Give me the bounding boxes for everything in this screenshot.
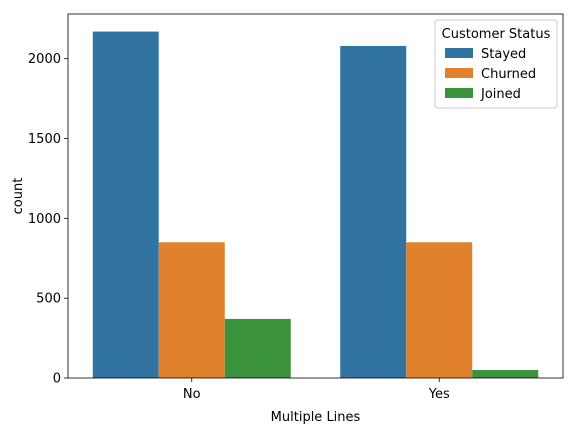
bar-churned-yes (406, 242, 473, 378)
x-tick-label-no: No (183, 387, 201, 402)
legend-swatch-joined (445, 88, 473, 98)
bars-group (92, 31, 539, 379)
legend-swatch-stayed (445, 48, 473, 58)
legend-label-stayed: Stayed (481, 47, 526, 62)
y-tick-label: 1000 (28, 212, 61, 227)
x-axis-label: Multiple Lines (271, 410, 361, 425)
y-tick-label: 2000 (28, 52, 61, 67)
legend-swatch-churned (445, 68, 473, 78)
bar-joined-yes (472, 370, 539, 378)
bar-churned-no (158, 242, 225, 378)
bar-stayed-no (92, 31, 159, 379)
y-tick-label: 500 (36, 292, 61, 307)
axes-frame (67, 13, 564, 379)
legend-title: Customer Status (442, 27, 551, 42)
y-axis-label: count (11, 178, 26, 215)
x-ticks-group: No Yes (183, 378, 450, 402)
y-ticks-group: 0 500 1000 1500 2000 (28, 52, 68, 387)
legend-label-joined: Joined (480, 87, 521, 102)
legend-box (434, 19, 558, 109)
bar-stayed-yes (340, 45, 407, 379)
y-tick-label: 0 (53, 372, 61, 387)
legend: Customer Status Stayed Churned Joined (434, 19, 558, 109)
legend-items: Stayed Churned Joined (445, 47, 536, 102)
legend-label-churned: Churned (481, 67, 536, 82)
y-tick-label: 1500 (28, 132, 61, 147)
x-tick-label-yes: Yes (428, 387, 450, 402)
bar-joined-no (224, 318, 291, 378)
